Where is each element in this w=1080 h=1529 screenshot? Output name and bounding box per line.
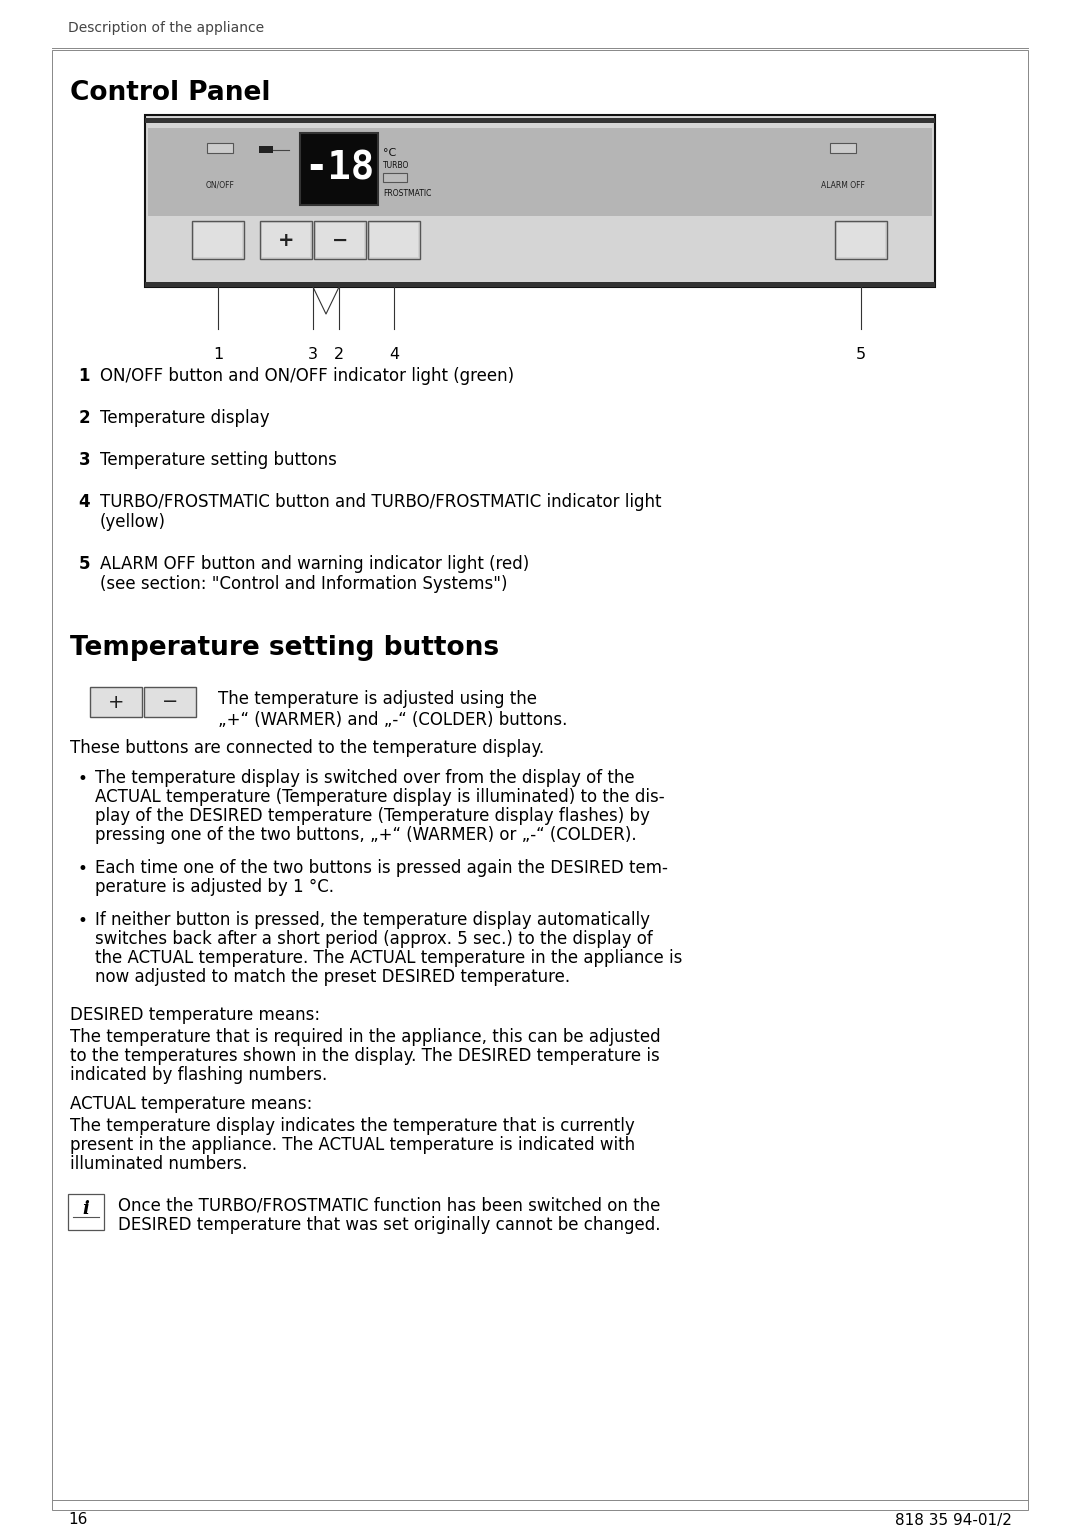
Bar <box>194 223 242 257</box>
Bar <box>316 223 364 257</box>
Text: pressing one of the two buttons, „+“ (WARMER) or „-“ (COLDER).: pressing one of the two buttons, „+“ (WA… <box>95 826 636 844</box>
Text: The temperature display indicates the temperature that is currently: The temperature display indicates the te… <box>70 1118 635 1135</box>
Bar <box>145 118 935 122</box>
Text: present in the appliance. The ACTUAL temperature is indicated with: present in the appliance. The ACTUAL tem… <box>70 1136 635 1154</box>
Text: 3: 3 <box>79 451 90 469</box>
Text: illuminated numbers.: illuminated numbers. <box>70 1154 247 1173</box>
Text: 2: 2 <box>334 347 345 362</box>
Text: (yellow): (yellow) <box>100 514 166 531</box>
Bar <box>262 223 310 257</box>
Text: now adjusted to match the preset DESIRED temperature.: now adjusted to match the preset DESIRED… <box>95 968 570 986</box>
Bar <box>192 222 244 258</box>
Text: ON/OFF button and ON/OFF indicator light (green): ON/OFF button and ON/OFF indicator light… <box>100 367 514 385</box>
Text: the ACTUAL temperature. The ACTUAL temperature in the appliance is: the ACTUAL temperature. The ACTUAL tempe… <box>95 950 683 966</box>
Text: 1: 1 <box>213 347 224 362</box>
Bar <box>837 223 885 257</box>
Bar <box>259 145 273 153</box>
Bar <box>831 144 856 153</box>
Text: „+“ (WARMER) and „-“ (COLDER) buttons.: „+“ (WARMER) and „-“ (COLDER) buttons. <box>218 711 567 729</box>
Bar <box>90 687 141 717</box>
Bar <box>314 222 366 258</box>
Bar <box>368 222 420 258</box>
Text: °C: °C <box>383 148 396 157</box>
Text: (see section: "Control and Information Systems"): (see section: "Control and Information S… <box>100 575 508 593</box>
Bar <box>145 281 935 287</box>
Text: Control Panel: Control Panel <box>70 80 270 106</box>
Bar <box>383 173 407 182</box>
Text: 818 35 94-01/2: 818 35 94-01/2 <box>895 1512 1012 1527</box>
Text: ALARM OFF: ALARM OFF <box>821 180 865 190</box>
Text: •: • <box>77 911 86 930</box>
Text: TURBO/FROSTMATIC button and TURBO/FROSTMATIC indicator light: TURBO/FROSTMATIC button and TURBO/FROSTM… <box>100 492 661 511</box>
Text: The temperature display is switched over from the display of the: The temperature display is switched over… <box>95 769 635 787</box>
Text: FROSTMATIC: FROSTMATIC <box>383 188 431 197</box>
Text: If neither button is pressed, the temperature display automatically: If neither button is pressed, the temper… <box>95 911 650 930</box>
Text: ALARM OFF button and warning indicator light (red): ALARM OFF button and warning indicator l… <box>100 555 529 573</box>
Text: Each time one of the two buttons is pressed again the DESIRED tem-: Each time one of the two buttons is pres… <box>95 859 667 878</box>
Text: 16: 16 <box>68 1512 87 1527</box>
Text: switches back after a short period (approx. 5 sec.) to the display of: switches back after a short period (appr… <box>95 930 652 948</box>
Bar <box>144 687 195 717</box>
Text: Temperature display: Temperature display <box>100 408 270 427</box>
Text: Temperature setting buttons: Temperature setting buttons <box>100 451 337 469</box>
Bar <box>835 222 887 258</box>
Text: 1: 1 <box>79 367 90 385</box>
Text: Once the TURBO/FROSTMATIC function has been switched on the: Once the TURBO/FROSTMATIC function has b… <box>118 1197 660 1216</box>
Bar <box>148 128 932 216</box>
Text: i: i <box>82 1200 90 1219</box>
Text: Description of the appliance: Description of the appliance <box>68 21 265 35</box>
Text: indicated by flashing numbers.: indicated by flashing numbers. <box>70 1066 327 1084</box>
Text: to the temperatures shown in the display. The DESIRED temperature is: to the temperatures shown in the display… <box>70 1047 660 1066</box>
Text: −: − <box>162 693 178 711</box>
Text: DESIRED temperature that was set originally cannot be changed.: DESIRED temperature that was set origina… <box>118 1216 661 1234</box>
Text: ON/OFF: ON/OFF <box>205 180 234 190</box>
Text: The temperature is adjusted using the: The temperature is adjusted using the <box>218 690 537 708</box>
Text: 5: 5 <box>79 555 90 573</box>
Text: ACTUAL temperature means:: ACTUAL temperature means: <box>70 1095 312 1113</box>
Text: TURBO: TURBO <box>383 162 409 171</box>
Text: ACTUAL temperature (Temperature display is illuminated) to the dis-: ACTUAL temperature (Temperature display … <box>95 787 664 806</box>
Text: 4: 4 <box>79 492 90 511</box>
Text: •: • <box>77 859 86 878</box>
Text: play of the DESIRED temperature (Temperature display flashes) by: play of the DESIRED temperature (Tempera… <box>95 807 650 826</box>
Text: −: − <box>332 231 348 249</box>
Bar <box>370 223 418 257</box>
Bar <box>260 222 312 258</box>
Text: Temperature setting buttons: Temperature setting buttons <box>70 635 499 661</box>
Bar <box>207 144 233 153</box>
Text: •: • <box>77 771 86 787</box>
Bar <box>68 1194 104 1229</box>
Text: +: + <box>278 231 294 249</box>
Text: DESIRED temperature means:: DESIRED temperature means: <box>70 1006 320 1024</box>
Text: The temperature that is required in the appliance, this can be adjusted: The temperature that is required in the … <box>70 1027 661 1046</box>
Bar <box>300 133 378 205</box>
Text: 5: 5 <box>856 347 866 362</box>
Text: +: + <box>108 693 124 711</box>
Text: perature is adjusted by 1 °C.: perature is adjusted by 1 °C. <box>95 878 334 896</box>
Bar <box>145 115 935 287</box>
Text: 2: 2 <box>79 408 90 427</box>
Text: These buttons are connected to the temperature display.: These buttons are connected to the tempe… <box>70 739 544 757</box>
Text: 4: 4 <box>389 347 400 362</box>
Text: 3: 3 <box>308 347 318 362</box>
Text: -18: -18 <box>303 150 374 188</box>
